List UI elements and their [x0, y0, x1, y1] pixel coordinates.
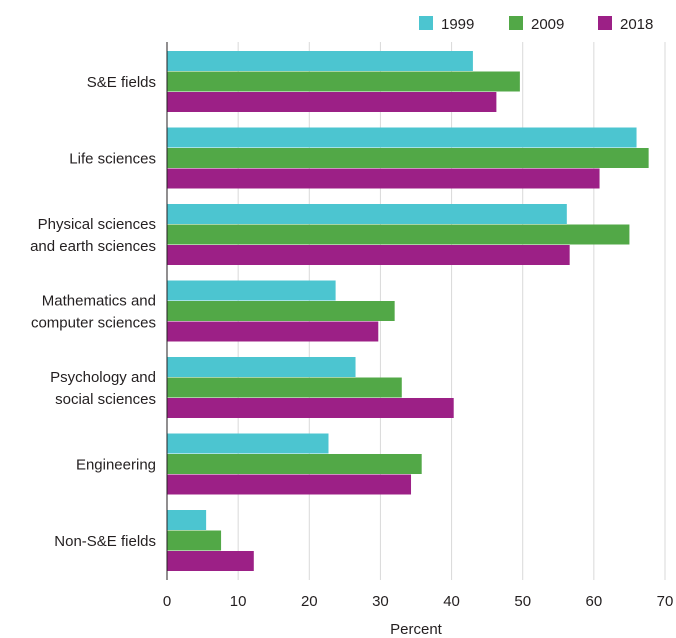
legend-label-1999: 1999	[441, 16, 474, 33]
category-label: social sciences	[55, 391, 156, 408]
bar-2018-4	[167, 398, 454, 418]
x-tick-label-10: 10	[230, 593, 247, 610]
bar-1999-5	[167, 433, 329, 454]
category-label: Non-S&E fields	[54, 533, 156, 550]
category-label: Engineering	[76, 457, 156, 474]
bar-2009-3	[167, 301, 395, 321]
category-label: Physical sciences	[38, 216, 156, 233]
bar-2009-6	[167, 530, 222, 551]
legend-swatch-2009	[509, 16, 523, 30]
bar-2018-3	[167, 321, 379, 342]
bar-2009-0	[167, 71, 520, 92]
category-label: Life sciences	[69, 151, 156, 168]
x-tick-label-40: 40	[443, 593, 460, 610]
bar-2018-0	[167, 92, 497, 112]
x-tick-label-60: 60	[586, 593, 603, 610]
bar-2018-1	[167, 168, 600, 189]
legend-label-2009: 2009	[531, 16, 564, 33]
category-label: Psychology and	[50, 369, 156, 386]
legend-swatch-2018	[598, 16, 612, 30]
bar-2009-1	[167, 148, 649, 168]
category-labels: S&E fields Life sciences Physical sciences…	[30, 74, 156, 550]
x-axis: 0 10 20 30 40 50 60 70	[163, 42, 674, 610]
category-label: S&E fields	[87, 74, 156, 91]
x-tick-label-20: 20	[301, 593, 318, 610]
bar-1999-2	[167, 204, 567, 224]
legend-label-2018: 2018	[620, 16, 653, 33]
bar-1999-6	[167, 510, 207, 530]
x-tick-label-70: 70	[657, 593, 674, 610]
category-label: Mathematics and	[42, 293, 156, 310]
x-tick-label-0: 0	[163, 593, 171, 610]
bar-2018-2	[167, 245, 570, 265]
category-label: and earth sciences	[30, 238, 156, 255]
x-axis-title: Percent	[390, 621, 443, 638]
legend-swatch-1999	[419, 16, 433, 30]
x-tick-label-50: 50	[514, 593, 531, 610]
bar-1999-4	[167, 357, 356, 377]
bar-2009-2	[167, 224, 630, 245]
bar-1999-0	[167, 51, 473, 71]
bar-2018-6	[167, 551, 254, 571]
x-tick-label-30: 30	[372, 593, 389, 610]
bars	[167, 51, 649, 571]
category-label: computer sciences	[31, 315, 156, 332]
bar-2009-4	[167, 377, 402, 398]
bar-1999-1	[167, 127, 637, 148]
legend: 1999 2009 2018	[419, 16, 653, 33]
bar-2009-5	[167, 454, 422, 474]
bar-1999-3	[167, 280, 336, 301]
bar-2018-5	[167, 474, 412, 495]
